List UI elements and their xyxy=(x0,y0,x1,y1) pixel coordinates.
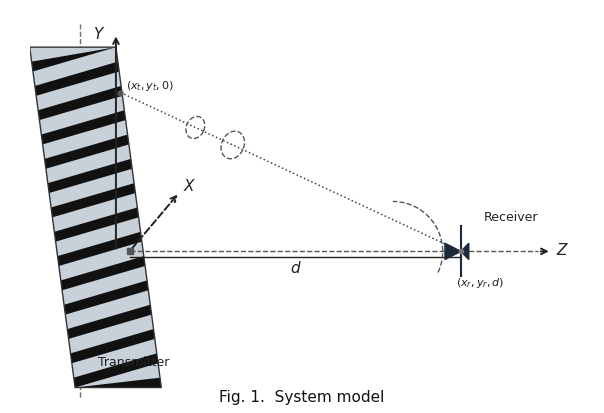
Polygon shape xyxy=(48,159,132,194)
Polygon shape xyxy=(461,244,469,260)
Text: X: X xyxy=(184,179,194,194)
Text: Fig. 1.  System model: Fig. 1. System model xyxy=(219,389,385,404)
Text: Transmitter: Transmitter xyxy=(98,355,169,368)
Polygon shape xyxy=(445,244,461,260)
Polygon shape xyxy=(64,281,149,315)
Text: d: d xyxy=(291,260,300,275)
Text: Z: Z xyxy=(556,242,567,257)
Polygon shape xyxy=(74,354,158,387)
Polygon shape xyxy=(71,329,155,363)
Polygon shape xyxy=(67,305,152,339)
Polygon shape xyxy=(54,208,139,242)
Polygon shape xyxy=(51,184,135,218)
Text: Y: Y xyxy=(93,27,103,42)
Polygon shape xyxy=(30,48,161,387)
Polygon shape xyxy=(38,87,123,121)
Polygon shape xyxy=(45,135,129,169)
Polygon shape xyxy=(57,232,142,266)
Text: Receiver: Receiver xyxy=(484,210,538,223)
Polygon shape xyxy=(61,256,145,291)
Polygon shape xyxy=(75,378,161,387)
Text: $(x_t, y_t, 0)$: $(x_t, y_t, 0)$ xyxy=(126,79,174,93)
Polygon shape xyxy=(41,111,126,145)
Polygon shape xyxy=(35,62,119,97)
Text: $(x_r, y_r, d)$: $(x_r, y_r, d)$ xyxy=(456,276,505,290)
Polygon shape xyxy=(31,48,116,72)
